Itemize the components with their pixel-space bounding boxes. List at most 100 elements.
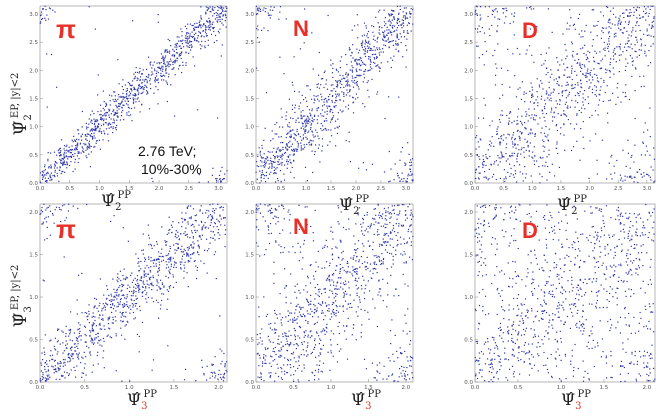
data-point	[390, 168, 392, 170]
data-point	[388, 41, 390, 43]
data-point	[160, 75, 162, 77]
data-point	[131, 272, 133, 274]
data-point	[513, 15, 515, 17]
data-point	[345, 94, 347, 96]
data-point	[42, 374, 44, 376]
data-point	[126, 287, 128, 290]
data-point	[609, 22, 611, 24]
data-point	[166, 264, 168, 266]
data-point	[548, 154, 550, 156]
data-point	[263, 166, 265, 168]
data-point	[267, 225, 269, 227]
data-point	[103, 101, 105, 103]
data-point	[409, 256, 411, 258]
data-point	[181, 245, 183, 247]
data-point	[304, 315, 306, 317]
data-point	[368, 56, 370, 58]
data-point	[195, 26, 197, 28]
data-point	[133, 300, 135, 302]
data-point	[40, 379, 42, 381]
data-point	[273, 282, 275, 284]
data-point	[566, 81, 568, 83]
data-point	[566, 107, 568, 109]
data-point	[495, 8, 497, 10]
data-point	[223, 374, 225, 376]
data-point	[404, 219, 407, 221]
data-point	[93, 342, 95, 344]
data-point	[293, 159, 295, 161]
data-point	[511, 136, 513, 138]
data-point	[581, 63, 583, 66]
data-point	[365, 39, 367, 41]
data-point	[503, 178, 505, 180]
data-point	[201, 229, 203, 231]
data-point	[632, 27, 634, 29]
data-point	[308, 130, 310, 132]
data-point	[637, 181, 639, 183]
data-point	[113, 109, 115, 111]
data-point	[197, 109, 199, 111]
y-tick-label: 2.0	[245, 210, 254, 216]
data-point	[274, 208, 276, 210]
data-point	[95, 119, 97, 121]
data-point	[155, 263, 157, 265]
data-point	[268, 173, 271, 175]
data-point	[85, 341, 87, 343]
data-point	[68, 352, 70, 355]
data-point	[145, 294, 147, 296]
data-point	[289, 136, 291, 139]
data-point	[514, 173, 517, 175]
data-point	[71, 139, 73, 141]
data-point	[219, 376, 222, 379]
data-point	[650, 166, 652, 168]
data-point	[116, 112, 118, 115]
data-point	[261, 161, 263, 163]
data-point	[46, 53, 48, 55]
data-point	[352, 257, 354, 259]
data-point	[147, 296, 149, 299]
data-point	[148, 244, 150, 246]
data-point	[405, 322, 407, 324]
data-point	[223, 217, 225, 219]
data-point	[158, 317, 160, 319]
data-point	[531, 93, 533, 95]
data-point	[635, 30, 637, 32]
data-point	[332, 84, 334, 86]
data-point	[372, 31, 374, 33]
data-point	[183, 270, 185, 272]
data-point	[143, 88, 145, 91]
data-point	[109, 303, 112, 306]
data-point	[78, 158, 80, 160]
data-point	[73, 366, 75, 368]
data-point	[319, 303, 321, 305]
data-point	[185, 35, 187, 37]
data-point	[387, 32, 389, 34]
data-point	[75, 350, 77, 352]
data-point	[90, 119, 92, 121]
data-point	[60, 173, 62, 175]
data-point	[336, 82, 338, 84]
data-point	[311, 335, 313, 337]
data-point	[170, 260, 172, 262]
data-point	[99, 130, 101, 132]
data-point	[329, 284, 332, 286]
data-point	[271, 167, 273, 169]
data-point	[583, 52, 585, 55]
data-point	[192, 36, 194, 39]
data-point	[109, 299, 111, 302]
data-point	[530, 129, 532, 131]
data-point	[186, 253, 188, 255]
data-point	[286, 364, 289, 366]
data-point	[519, 53, 521, 55]
data-point	[539, 173, 541, 175]
data-point	[59, 362, 61, 365]
data-point	[339, 67, 341, 69]
data-point	[204, 31, 206, 33]
data-point	[77, 151, 79, 153]
data-point	[505, 137, 507, 139]
data-point	[205, 29, 207, 31]
data-point	[93, 124, 96, 126]
data-point	[299, 337, 301, 339]
data-point	[158, 261, 160, 263]
data-point	[147, 224, 149, 226]
